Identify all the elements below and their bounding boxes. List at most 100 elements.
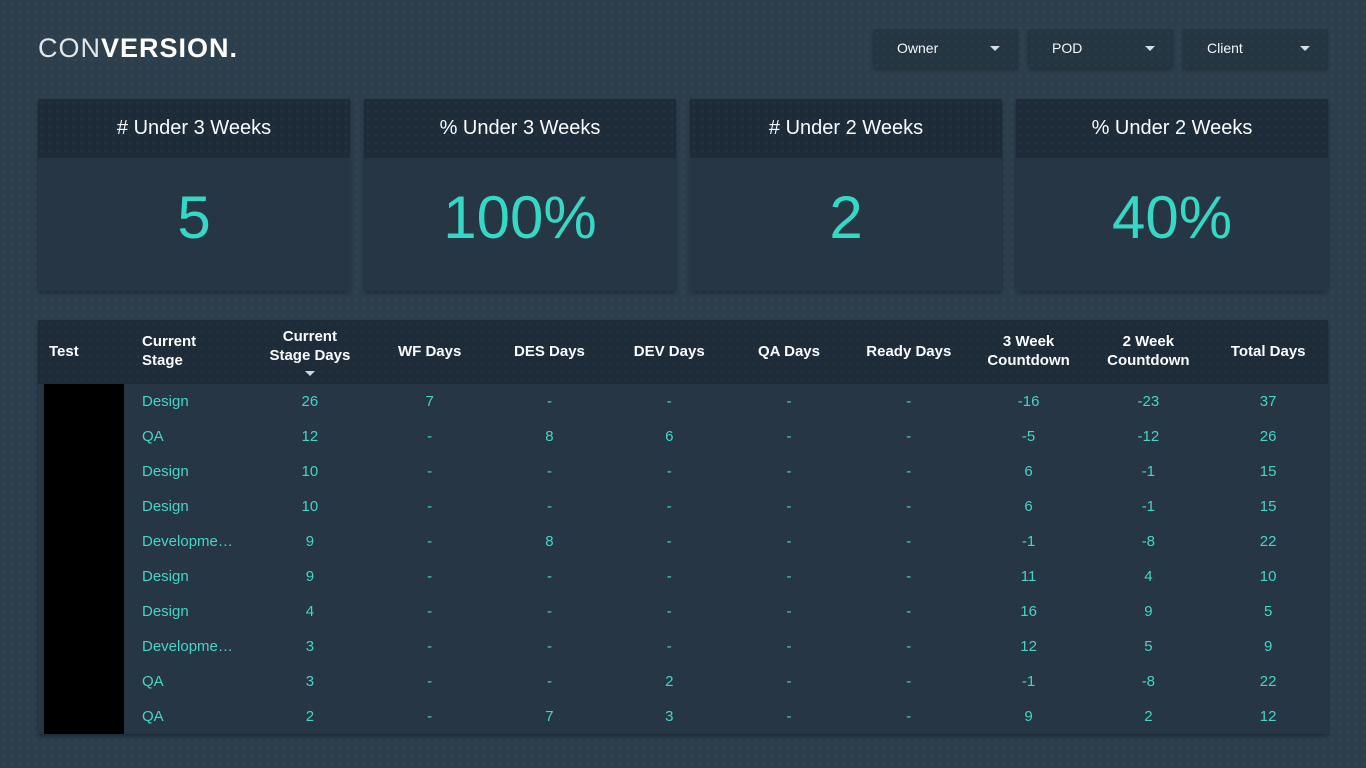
cell-three_week_countdown: 12 [1020, 638, 1037, 655]
cell-two_week_countdown: -12 [1137, 428, 1160, 445]
cell-test [38, 454, 126, 489]
cell-two_week_countdown: -1 [1141, 498, 1156, 515]
cell-wf_days: - [427, 568, 433, 585]
kpi-card-under-3-weeks-percent: % Under 3 Weeks 100% [364, 99, 676, 291]
cell-current_stage_days: 10 [301, 463, 319, 480]
column-header-current-stage[interactable]: Current Stage [142, 333, 197, 369]
column-header-qa-days[interactable]: QA Days [758, 342, 820, 360]
cell-test [38, 489, 126, 524]
table-row[interactable]: Design 4 - - - - - 16 9 5 [38, 594, 1328, 629]
kpi-row: # Under 3 Weeks 5 % Under 3 Weeks 100% #… [38, 99, 1328, 291]
redacted-test-value [44, 629, 124, 664]
owner-filter-dropdown[interactable]: Owner [873, 28, 1018, 68]
cell-current_stage_days: 2 [305, 708, 315, 725]
kpi-value: 2 [690, 158, 1002, 291]
brand-logo-light: CON [38, 32, 101, 63]
table-row[interactable]: QA 2 - 7 3 - - 9 2 12 [38, 699, 1328, 734]
cell-dev_days: 3 [665, 708, 674, 725]
cell-ready_days: - [906, 708, 912, 725]
column-header-current-stage-days[interactable]: Current Stage Days [250, 320, 370, 384]
cell-des_days: - [546, 393, 552, 410]
cell-three_week_countdown: -16 [1017, 393, 1040, 410]
kpi-value: 40% [1016, 158, 1328, 291]
cell-three_week_countdown: -5 [1021, 428, 1036, 445]
filter-bar: Owner POD Client [873, 28, 1328, 68]
cell-current_stage: Developme… [142, 533, 233, 550]
cell-wf_days: - [427, 638, 433, 655]
kpi-card-under-2-weeks-percent: % Under 2 Weeks 40% [1016, 99, 1328, 291]
cell-wf_days: - [427, 603, 433, 620]
cell-dev_days: - [666, 603, 672, 620]
cell-ready_days: - [906, 533, 912, 550]
cell-qa_days: - [786, 463, 792, 480]
cell-test [38, 559, 126, 594]
column-header-test[interactable]: Test [49, 342, 79, 360]
table-row[interactable]: Developme… 3 - - - - - 12 5 9 [38, 629, 1328, 664]
cell-current_stage_days: 9 [305, 533, 315, 550]
redacted-test-value [44, 454, 124, 489]
table-row[interactable]: Design 10 - - - - - 6 -1 15 [38, 454, 1328, 489]
table-row[interactable]: Design 26 7 - - - - -16 -23 37 [38, 384, 1328, 419]
cell-test [38, 594, 126, 629]
cell-total_days: 26 [1259, 428, 1277, 445]
cell-wf_days: - [427, 533, 433, 550]
redacted-test-value [44, 384, 124, 419]
cell-current_stage_days: 9 [305, 568, 315, 585]
column-header-wf-days[interactable]: WF Days [397, 342, 462, 360]
kpi-title: # Under 3 Weeks [38, 99, 350, 158]
client-filter-dropdown[interactable]: Client [1183, 28, 1328, 68]
cell-dev_days: - [666, 533, 672, 550]
cell-dev_days: - [666, 393, 672, 410]
cell-des_days: - [546, 498, 552, 515]
cell-current_stage_days: 26 [301, 393, 319, 410]
cell-des_days: - [546, 638, 552, 655]
cell-wf_days: - [427, 428, 433, 445]
kpi-card-under-3-weeks-count: # Under 3 Weeks 5 [38, 99, 350, 291]
table-row[interactable]: Design 10 - - - - - 6 -1 15 [38, 489, 1328, 524]
cell-ready_days: - [906, 568, 912, 585]
chevron-down-icon [1145, 45, 1155, 51]
table-body: Design 26 7- - - - -16 -23 37 QA 12-8 6- - -5 -12 26 Des… [38, 384, 1328, 734]
column-header-dev-days[interactable]: DEV Days [633, 342, 705, 360]
brand-logo: CONVERSION. [38, 33, 238, 64]
cell-current_stage: Design [142, 498, 189, 515]
table-row[interactable]: Design 9 - - - - - 11 4 10 [38, 559, 1328, 594]
pod-filter-dropdown[interactable]: POD [1028, 28, 1173, 68]
cell-current_stage: QA [142, 708, 164, 725]
cell-two_week_countdown: -23 [1137, 393, 1160, 410]
cell-current_stage: Design [142, 603, 189, 620]
topbar: CONVERSION. Owner POD Client [0, 0, 1366, 72]
projects-table: Test Current Stage Current Stage Days WF… [38, 320, 1328, 734]
cell-total_days: 12 [1259, 708, 1277, 725]
column-header-des-days[interactable]: DES Days [514, 342, 585, 360]
cell-two_week_countdown: 2 [1144, 708, 1153, 725]
column-header-3-week-countdown[interactable]: 3 Week Countdown [987, 333, 1070, 369]
table-row[interactable]: Developme… 9-8- - - -1 -8 22 [38, 524, 1328, 559]
cell-test [38, 664, 126, 699]
cell-ready_days: - [906, 393, 912, 410]
cell-qa_days: - [786, 638, 792, 655]
cell-dev_days: 2 [665, 673, 674, 690]
chevron-down-icon [990, 45, 1000, 51]
column-header-ready-days[interactable]: Ready Days [866, 342, 952, 360]
cell-current_stage_days: 3 [305, 673, 315, 690]
cell-current_stage_days: 3 [305, 638, 315, 655]
table-header-row: Test Current Stage Current Stage Days WF… [38, 320, 1328, 384]
table-row[interactable]: QA 12 - 8 6 - - -5 -12 26 [38, 419, 1328, 454]
cell-three_week_countdown: 16 [1020, 603, 1037, 620]
cell-des_days: - [546, 463, 552, 480]
client-filter-label: Client [1207, 40, 1243, 56]
pod-filter-label: POD [1052, 40, 1083, 56]
cell-current_stage: Design [142, 463, 189, 480]
cell-two_week_countdown: -8 [1141, 673, 1156, 690]
brand-logo-bold: VERSION. [101, 32, 239, 63]
cell-des_days: 8 [545, 533, 554, 550]
column-header-total-days[interactable]: Total Days [1230, 342, 1306, 360]
cell-wf_days: - [427, 673, 433, 690]
kpi-title: % Under 3 Weeks [364, 99, 676, 158]
cell-qa_days: - [786, 533, 792, 550]
chevron-down-icon [1300, 45, 1310, 51]
table-row[interactable]: QA 3 - - 2 - - -1 -8 22 [38, 664, 1328, 699]
column-header-2-week-countdown[interactable]: 2 Week Countdown [1107, 333, 1190, 369]
cell-current_stage_days: 10 [301, 498, 319, 515]
